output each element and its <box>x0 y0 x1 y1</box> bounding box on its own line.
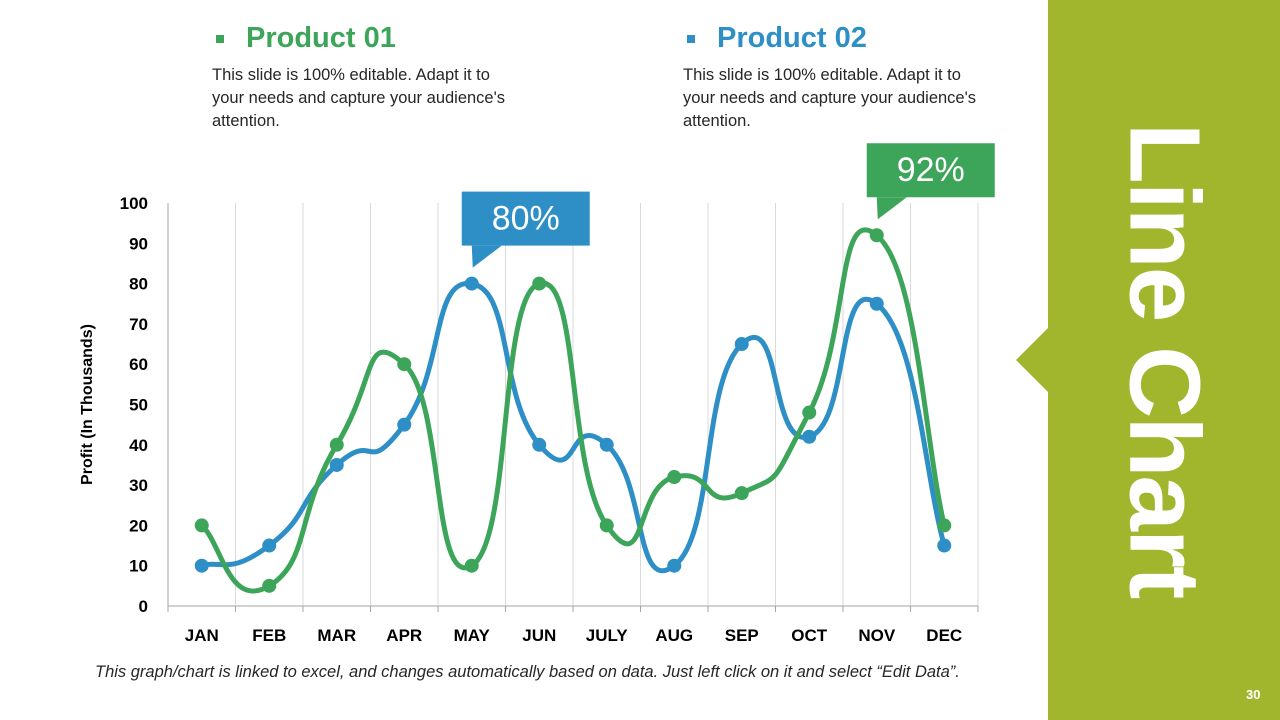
x-tick-label: FEB <box>252 626 286 645</box>
x-tick-label: MAY <box>454 626 491 645</box>
x-tick-label: MAR <box>317 626 356 645</box>
y-tick-label: 50 <box>129 396 148 415</box>
data-point-product-02 <box>869 296 884 311</box>
y-tick-label: 30 <box>129 476 148 495</box>
square-bullet-icon <box>687 34 695 43</box>
data-point-product-01 <box>937 518 952 533</box>
data-point-product-02 <box>397 417 412 432</box>
x-tick-label: APR <box>386 626 422 645</box>
legend-product-01: Product 01 This slide is 100% editable. … <box>212 22 512 133</box>
chart-footnote: This graph/chart is linked to excel, and… <box>95 663 960 681</box>
data-point-product-01 <box>599 518 614 533</box>
legend-description-product-02: This slide is 100% editable. Adapt it to… <box>683 66 977 130</box>
data-point-product-01 <box>734 486 749 501</box>
legend-label-product-01: Product 01 <box>246 22 396 54</box>
y-tick-label: 10 <box>129 557 148 576</box>
slide-title: Line Chart <box>1108 122 1221 598</box>
side-panel <box>1048 0 1280 720</box>
y-tick-label: 0 <box>139 597 148 616</box>
data-point-product-02 <box>937 538 952 553</box>
y-tick-label: 90 <box>129 234 148 253</box>
callout-pointer <box>876 197 907 220</box>
data-point-product-02 <box>532 437 547 452</box>
y-tick-label: 70 <box>129 315 148 334</box>
data-point-product-01 <box>802 405 817 420</box>
callout-label: 92% <box>897 151 965 189</box>
x-tick-label: SEP <box>725 626 759 645</box>
legend-label-product-02: Product 02 <box>717 22 867 54</box>
data-point-product-02 <box>734 337 749 352</box>
y-axis-label: Profit (In Thousands) <box>79 324 96 485</box>
x-tick-label: DEC <box>926 626 962 645</box>
x-tick-label: JULY <box>586 626 629 645</box>
legend-title-product-01: Product 01 <box>212 22 512 55</box>
square-bullet-icon <box>216 34 224 43</box>
data-point-product-02 <box>802 429 817 444</box>
y-tick-label: 100 <box>120 194 148 213</box>
callout-box <box>866 143 995 198</box>
y-tick-label: 20 <box>129 516 148 535</box>
data-point-product-01 <box>464 558 479 573</box>
page-number: 30 <box>1246 687 1261 702</box>
legend-product-02: Product 02 This slide is 100% editable. … <box>683 22 983 133</box>
data-point-product-01 <box>667 470 682 485</box>
legend-description-product-01: This slide is 100% editable. Adapt it to… <box>212 66 506 130</box>
series-line-product-01 <box>199 227 947 594</box>
callout-pointer <box>471 245 502 268</box>
x-tick-label: JAN <box>185 626 219 645</box>
data-point-product-01 <box>329 437 344 452</box>
data-point-product-01 <box>869 228 884 243</box>
x-tick-label: NOV <box>858 626 896 645</box>
data-point-product-02 <box>262 538 277 553</box>
data-point-product-02 <box>194 558 209 573</box>
callout-label: 80% <box>492 200 560 238</box>
data-point-product-01 <box>194 518 209 533</box>
data-point-product-02 <box>464 276 479 291</box>
data-point-product-01 <box>262 578 277 593</box>
data-point-product-02 <box>599 437 614 452</box>
data-point-product-02 <box>667 558 682 573</box>
y-tick-label: 60 <box>129 355 148 374</box>
y-tick-label: 40 <box>129 436 148 455</box>
legend-title-product-02: Product 02 <box>683 22 983 55</box>
data-point-product-01 <box>397 357 412 372</box>
x-tick-label: OCT <box>791 626 828 645</box>
side-panel-notch <box>1016 328 1048 392</box>
data-point-product-02 <box>329 457 344 472</box>
data-point-product-01 <box>532 276 547 291</box>
callout-box <box>461 191 590 246</box>
y-tick-label: 80 <box>129 275 148 294</box>
x-tick-label: JUN <box>522 626 556 645</box>
x-tick-label: AUG <box>655 626 693 645</box>
line-chart: 80% 92% 0 10 20 30 40 50 60 70 80 90 100 JAN FEB MAR AP… <box>79 143 995 645</box>
